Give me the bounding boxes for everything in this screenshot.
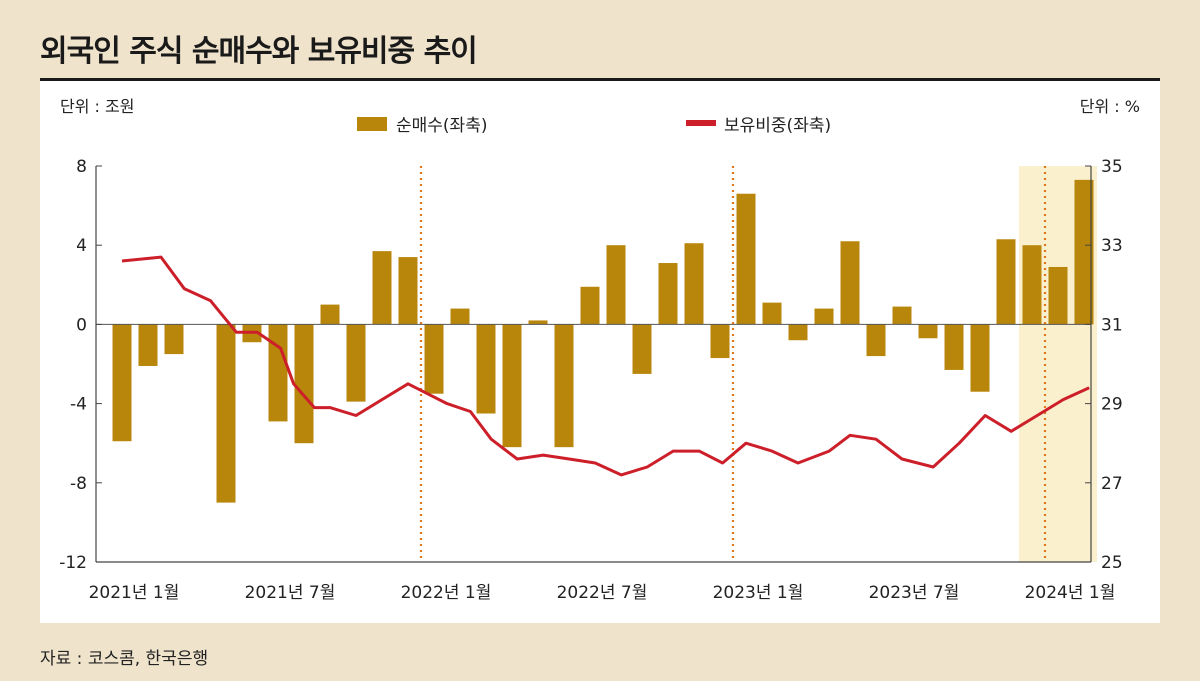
bar [372,251,392,325]
bar [1074,179,1094,325]
bar [554,324,574,448]
legend-bar-swatch [357,117,387,131]
bar [164,324,184,355]
source-note: 자료 : 코스콤, 한국은행 [40,649,209,669]
left-tick-label: -12 [59,553,87,573]
bar [814,308,834,325]
bar [892,306,912,325]
bar [528,320,548,325]
x-tick-label: 2021년 7월 [245,583,336,603]
bar [970,324,990,392]
chart-title: 외국인 주식 순매수와 보유비중 추이 [40,34,478,69]
left-tick-label: -8 [70,474,87,494]
bar [944,324,964,370]
holding-ratio-line [121,255,1090,477]
bar [398,257,418,325]
bar [684,243,704,325]
bar [840,241,860,325]
legend-bar-label: 순매수(좌축) [396,116,487,136]
bar [294,324,314,444]
right-axis-unit: 단위 : % [1080,97,1140,116]
legend-line-label: 보유비중(좌축) [724,116,831,136]
left-tick-label: 8 [76,157,87,177]
right-tick-label: 35 [1101,157,1123,177]
bar [866,324,886,357]
bar [320,304,340,325]
left-axis-unit: 단위 : 조원 [60,97,134,116]
bar [632,324,652,374]
bar [112,324,132,442]
left-tick-label: -4 [70,395,87,415]
left-tick-label: 0 [76,315,87,335]
right-tick-label: 25 [1101,553,1123,573]
bar [580,286,600,325]
line-layer [121,255,1090,477]
bar [658,263,678,325]
x-tick-label: 2021년 1월 [89,583,180,603]
x-tick-label: 2022년 1월 [401,583,492,603]
bar [216,324,236,503]
bar [710,324,730,359]
bar [1022,245,1042,325]
title-rule [40,78,1160,81]
right-tick-label: 31 [1101,315,1123,335]
right-tick-label: 29 [1101,395,1123,415]
bar [450,308,470,325]
legend: 순매수(좌축) 보유비중(좌축) [357,116,831,136]
x-tick-label: 2023년 1월 [713,583,804,603]
year-marker-layer [419,166,1047,562]
text-layer: 8 4 0 -4 -8 -12 35 33 31 29 27 25 2021년 1월 2021년 7월 20… [59,157,1122,603]
frame-layer [95,165,1092,563]
bar [918,324,938,339]
bar [996,239,1016,325]
right-tick-label: 27 [1101,474,1123,494]
bar [138,324,158,366]
bar [736,193,756,325]
x-tick-label: 2022년 7월 [557,583,648,603]
right-tick-label: 33 [1101,236,1123,256]
bar [606,245,626,325]
bar [762,302,782,325]
bar [346,324,366,402]
bar-layer [112,179,1094,503]
legend-line-swatch [686,120,716,126]
x-tick-label: 2023년 7월 [869,583,960,603]
bar [268,324,288,422]
x-tick-label: 2024년 1월 [1025,583,1116,603]
bar [502,324,522,448]
bar [424,324,444,394]
bar [476,324,496,414]
bar [788,324,808,341]
left-tick-label: 4 [76,236,87,256]
bar [1048,266,1068,325]
